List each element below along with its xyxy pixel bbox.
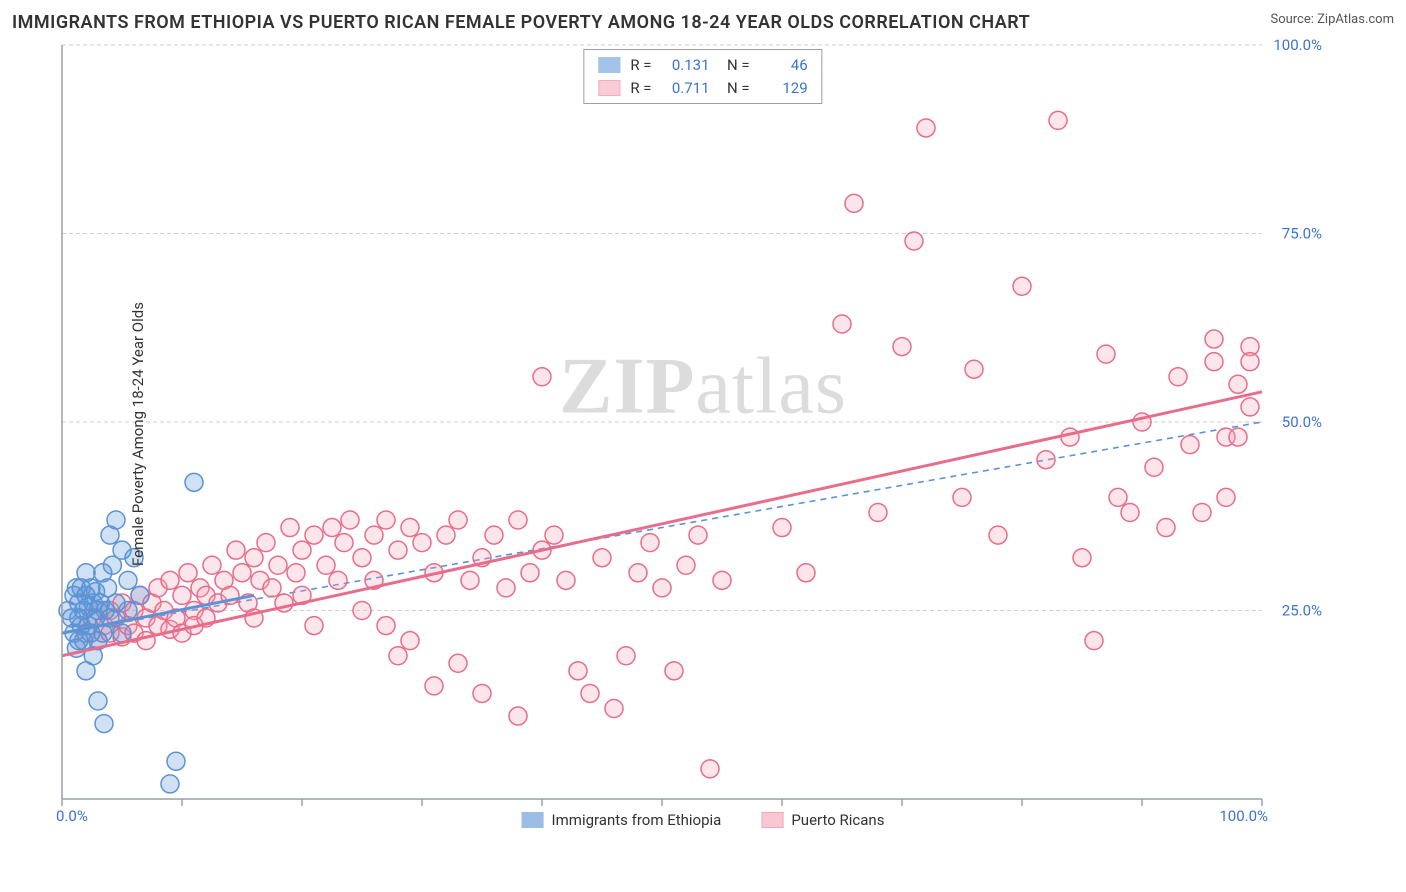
- stats-legend: R =0.131 N =46R =0.711 N =129: [583, 49, 822, 104]
- legend-swatch-icon: [761, 812, 783, 828]
- stats-row: R =0.711 N =129: [598, 77, 807, 100]
- legend-item: Immigrants from Ethiopia: [522, 811, 722, 829]
- series-legend: Immigrants from Ethiopia Puerto Ricans: [522, 811, 885, 829]
- chart-title: IMMIGRANTS FROM ETHIOPIA VS PUERTO RICAN…: [12, 12, 1030, 33]
- legend-swatch-icon: [522, 812, 544, 828]
- legend-item: Puerto Ricans: [761, 811, 884, 829]
- svg-text:25.0%: 25.0%: [1282, 602, 1322, 620]
- svg-text:0.0%: 0.0%: [56, 807, 88, 825]
- svg-text:50.0%: 50.0%: [1282, 413, 1322, 431]
- chart-container: Female Poverty Among 18-24 Year Olds ZIP…: [12, 39, 1394, 829]
- y-axis-label: Female Poverty Among 18-24 Year Olds: [129, 302, 147, 566]
- legend-label: Immigrants from Ethiopia: [552, 811, 722, 829]
- stats-row: R =0.131 N =46: [598, 54, 807, 77]
- series-swatch-icon: [598, 80, 620, 96]
- svg-text:100.0%: 100.0%: [1219, 807, 1268, 825]
- legend-label: Puerto Ricans: [791, 811, 884, 829]
- chart-source: Source: ZipAtlas.com: [1270, 12, 1394, 27]
- svg-text:100.0%: 100.0%: [1273, 39, 1322, 54]
- series-swatch-icon: [598, 57, 620, 73]
- scatter-chart: 25.0% 50.0% 75.0% 100.0% 0.0% 100.0%: [12, 39, 1332, 829]
- svg-text:75.0%: 75.0%: [1282, 225, 1322, 243]
